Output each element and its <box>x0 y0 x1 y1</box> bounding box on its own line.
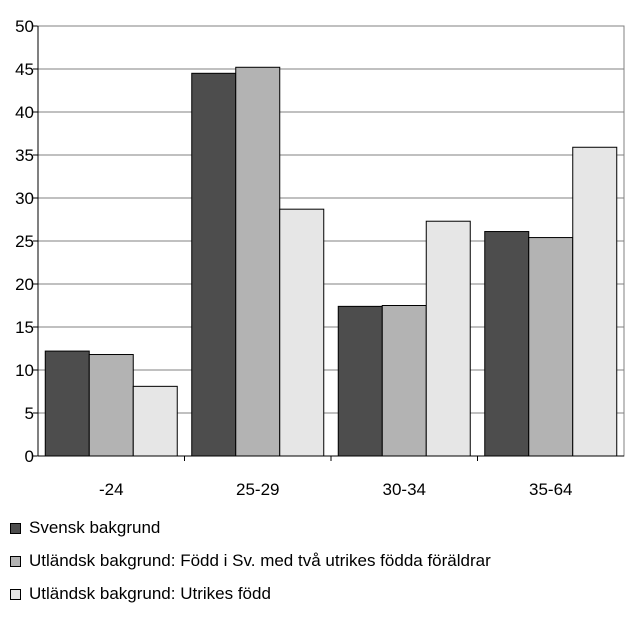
x-tick-label: 30-34 <box>383 480 426 499</box>
legend-label: Utländsk bakgrund: Utrikes född <box>29 584 271 603</box>
y-tick-label: 50 <box>15 17 34 36</box>
bar <box>132 385 178 457</box>
bar <box>484 231 530 457</box>
y-tick-label: 20 <box>15 275 34 294</box>
legend-swatch <box>10 555 21 567</box>
legend-label: Svensk bakgrund <box>29 518 161 537</box>
y-tick-labels: 0 5 10 15 20 25 30 35 40 45 50 <box>15 17 34 466</box>
x-tick-label: 35-64 <box>529 480 572 499</box>
bar <box>191 72 237 457</box>
bar <box>88 354 134 457</box>
legend-item-fodd-i-sverige: Utländsk bakgrund: Född i Sv. med två ut… <box>10 550 491 572</box>
bar <box>279 208 325 457</box>
y-tick-label: 15 <box>15 318 34 337</box>
y-tick-label: 45 <box>15 60 34 79</box>
bar <box>381 305 427 457</box>
x-tick-label: 25-29 <box>236 480 279 499</box>
y-tick-label: 35 <box>15 146 34 165</box>
x-tick-label: -24 <box>99 480 124 499</box>
bars <box>44 66 618 457</box>
bar <box>44 350 90 457</box>
y-tick-label: 40 <box>15 103 34 122</box>
x-tick-labels: -24 25-29 30-34 35-64 <box>99 480 573 499</box>
y-tick-label: 0 <box>25 447 34 466</box>
legend-item-svensk-bakgrund: Svensk bakgrund <box>10 517 160 539</box>
legend-swatch <box>10 588 21 600</box>
y-tick-label: 5 <box>25 404 34 423</box>
legend-swatch <box>10 522 21 534</box>
bar <box>235 66 281 457</box>
y-tick-label: 30 <box>15 189 34 208</box>
y-tick-label: 10 <box>15 361 34 380</box>
y-tick-label: 25 <box>15 232 34 251</box>
bar <box>572 146 618 457</box>
bar <box>337 305 383 457</box>
axes <box>33 25 625 461</box>
legend-label: Utländsk bakgrund: Född i Sv. med två ut… <box>29 551 491 570</box>
bar-chart: 0 5 10 15 20 25 30 35 40 45 50 -24 25-29 30-34 35-64 <box>15 17 625 499</box>
legend-item-utrikes-fodd: Utländsk bakgrund: Utrikes född <box>10 583 271 605</box>
bar <box>425 220 471 457</box>
bar <box>528 237 574 457</box>
